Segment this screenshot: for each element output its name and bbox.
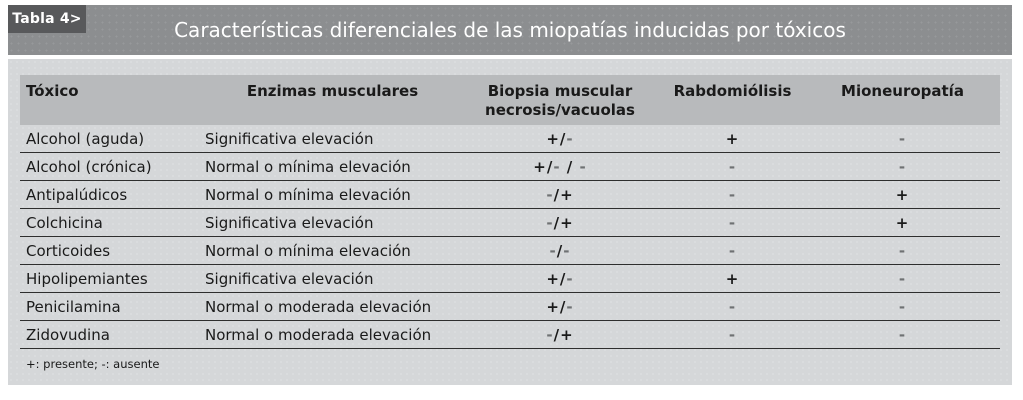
column-header-biopsia: Biopsia muscular necrosis/vacuolas bbox=[460, 75, 660, 125]
cell-enzimas: Normal o mínima elevación bbox=[205, 241, 411, 260]
column-header-biopsia-line2: necrosis/vacuolas bbox=[485, 101, 635, 119]
table-row: Alcohol (aguda) Significativa elevación … bbox=[20, 125, 1000, 153]
title-bar: Características diferenciales de las mio… bbox=[8, 5, 1012, 55]
cell-enzimas: Normal o moderada elevación bbox=[205, 297, 432, 316]
cell-biopsia: -/- bbox=[549, 241, 571, 260]
cell-rabdomiolisis: - bbox=[728, 185, 737, 204]
cell-mioneuropatia: - bbox=[898, 269, 907, 288]
cell-mioneuropatia: + bbox=[895, 213, 910, 232]
cell-enzimas: Significativa elevación bbox=[205, 129, 374, 148]
cell-biopsia: -/+ bbox=[546, 185, 574, 204]
cell-toxico: Antipalúdicos bbox=[26, 185, 128, 204]
cell-rabdomiolisis: - bbox=[728, 297, 737, 316]
column-header-rabdomiolisis: Rabdomiólisis bbox=[673, 82, 792, 100]
cell-mioneuropatia: - bbox=[898, 129, 907, 148]
cell-toxico: Hipolipemiantes bbox=[26, 269, 148, 288]
column-header-mioneuropatia: Mioneuropatía bbox=[841, 82, 964, 100]
table-row: Corticoides Normal o mínima elevación -/… bbox=[20, 237, 1000, 265]
table-label: Tabla 4> bbox=[8, 5, 86, 33]
cell-rabdomiolisis: - bbox=[728, 241, 737, 260]
cell-biopsia: +/- bbox=[546, 269, 574, 288]
footnote: +: presente; -: ausente bbox=[26, 357, 160, 371]
table-row: Colchicina Significativa elevación -/+ -… bbox=[20, 209, 1000, 237]
table-title: Características diferenciales de las mio… bbox=[174, 18, 846, 42]
cell-mioneuropatia: - bbox=[898, 297, 907, 316]
cell-rabdomiolisis: - bbox=[728, 325, 737, 344]
cell-toxico: Alcohol (aguda) bbox=[26, 129, 145, 148]
cell-enzimas: Significativa elevación bbox=[205, 213, 374, 232]
cell-toxico: Penicilamina bbox=[26, 297, 121, 316]
table-rows: Alcohol (aguda) Significativa elevación … bbox=[20, 125, 1000, 349]
cell-biopsia: -/+ bbox=[546, 213, 574, 232]
cell-biopsia: +/- / - bbox=[533, 157, 587, 176]
column-header-biopsia-line1: Biopsia muscular bbox=[487, 82, 633, 100]
cell-enzimas: Significativa elevación bbox=[205, 269, 374, 288]
cell-toxico: Corticoides bbox=[26, 241, 111, 260]
cell-enzimas: Normal o mínima elevación bbox=[205, 157, 411, 176]
cell-toxico: Colchicina bbox=[26, 213, 103, 232]
cell-biopsia: +/- bbox=[546, 129, 574, 148]
table-row: Antipalúdicos Normal o mínima elevación … bbox=[20, 181, 1000, 209]
column-header-enzimas: Enzimas musculares bbox=[246, 82, 419, 100]
cell-rabdomiolisis: - bbox=[728, 157, 737, 176]
table-row: Zidovudina Normal o moderada elevación -… bbox=[20, 321, 1000, 349]
cell-mioneuropatia: - bbox=[898, 241, 907, 260]
cell-enzimas: Normal o mínima elevación bbox=[205, 185, 411, 204]
column-header-row: Tóxico Enzimas musculares Biopsia muscul… bbox=[20, 75, 1000, 125]
cell-rabdomiolisis: - bbox=[728, 213, 737, 232]
column-header-toxico: Tóxico bbox=[26, 82, 79, 100]
cell-biopsia: -/+ bbox=[546, 325, 574, 344]
table-row: Alcohol (crónica) Normal o mínima elevac… bbox=[20, 153, 1000, 181]
cell-rabdomiolisis: + bbox=[725, 269, 740, 288]
cell-rabdomiolisis: + bbox=[725, 129, 740, 148]
cell-mioneuropatia: - bbox=[898, 157, 907, 176]
table-row: Hipolipemiantes Significativa elevación … bbox=[20, 265, 1000, 293]
cell-enzimas: Normal o moderada elevación bbox=[205, 325, 432, 344]
cell-toxico: Alcohol (crónica) bbox=[26, 157, 152, 176]
cell-biopsia: +/- bbox=[546, 297, 574, 316]
cell-toxico: Zidovudina bbox=[26, 325, 110, 344]
table-container: Tóxico Enzimas musculares Biopsia muscul… bbox=[8, 59, 1012, 385]
cell-mioneuropatia: - bbox=[898, 325, 907, 344]
cell-mioneuropatia: + bbox=[895, 185, 910, 204]
table-row: Penicilamina Normal o moderada elevación… bbox=[20, 293, 1000, 321]
